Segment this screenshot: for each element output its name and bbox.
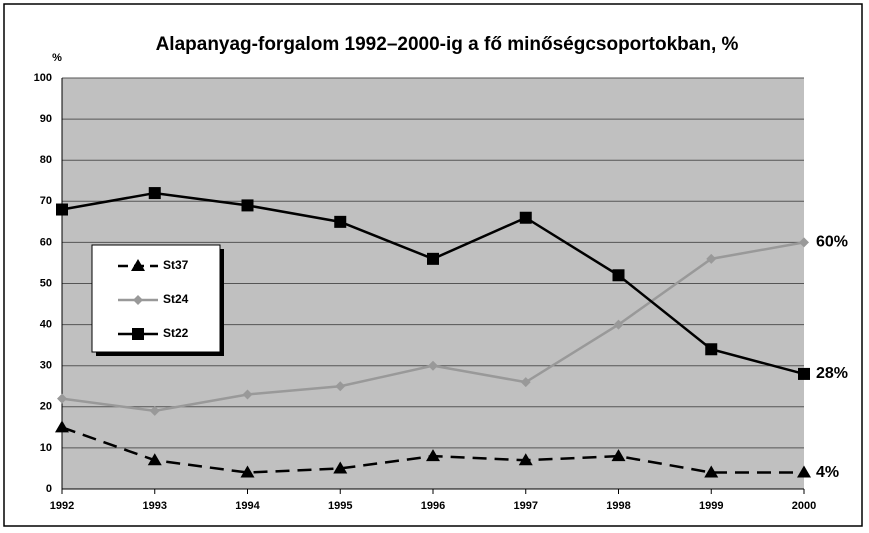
- marker: [611, 449, 626, 462]
- marker: [428, 360, 438, 371]
- legend-marker: [132, 328, 144, 340]
- marker: [241, 199, 254, 212]
- marker: [56, 203, 68, 216]
- marker: [334, 215, 347, 228]
- x-tick-label: 1999: [699, 500, 723, 512]
- legend: St37 St24 St22: [91, 244, 224, 356]
- chart-title: Alapanyag-forgalom 1992–2000-ig a fő min…: [156, 34, 739, 55]
- y-tick-label: 10: [40, 442, 52, 454]
- y-tick-label: 40: [40, 319, 52, 331]
- y-tick-label: 20: [40, 401, 52, 413]
- y-tick-label: 50: [40, 277, 52, 289]
- marker: [426, 449, 440, 462]
- marker: [55, 420, 69, 433]
- marker: [333, 461, 348, 474]
- marker: [704, 465, 719, 478]
- y-tick-label: 70: [40, 195, 52, 207]
- marker: [797, 465, 811, 478]
- marker: [518, 453, 533, 466]
- marker: [612, 269, 625, 282]
- marker: [613, 319, 624, 330]
- y-tick-label: 0: [46, 483, 52, 495]
- end-label: 60%: [816, 234, 848, 251]
- y-tick-label: 30: [40, 360, 52, 372]
- y-tick-label: 80: [40, 154, 52, 166]
- x-tick-label: 1995: [328, 500, 352, 512]
- marker: [240, 465, 255, 478]
- y-tick-label: 60: [40, 236, 52, 248]
- marker: [242, 389, 253, 400]
- x-tick-label: 1993: [143, 500, 167, 512]
- x-tick-label: 1994: [235, 500, 260, 512]
- x-tick-label: 1998: [606, 500, 630, 512]
- marker: [520, 377, 531, 388]
- marker: [427, 252, 439, 265]
- y-tick-label: 90: [40, 113, 52, 125]
- marker: [799, 237, 809, 248]
- legend-marker: [133, 295, 143, 305]
- marker: [57, 393, 67, 404]
- y-tick-label: 100: [34, 72, 52, 84]
- marker: [148, 187, 161, 200]
- legend-marker: [131, 259, 145, 271]
- marker: [705, 343, 718, 356]
- legend-label: St22: [163, 326, 189, 340]
- marker: [335, 381, 346, 392]
- marker: [147, 453, 162, 466]
- end-label: 4%: [816, 464, 839, 481]
- marker: [519, 211, 532, 224]
- legend-label: St37: [163, 258, 189, 272]
- x-tick-label: 1997: [514, 500, 538, 512]
- x-tick-label: 1996: [421, 500, 445, 512]
- y-unit: %: [52, 52, 62, 64]
- marker: [149, 405, 160, 416]
- marker: [798, 367, 810, 380]
- legend-box: [91, 244, 221, 353]
- end-label: 28%: [816, 365, 848, 382]
- x-tick-label: 1992: [50, 500, 74, 512]
- marker: [706, 253, 717, 264]
- x-tick-label: 2000: [792, 500, 816, 512]
- legend-label: St24: [163, 292, 189, 306]
